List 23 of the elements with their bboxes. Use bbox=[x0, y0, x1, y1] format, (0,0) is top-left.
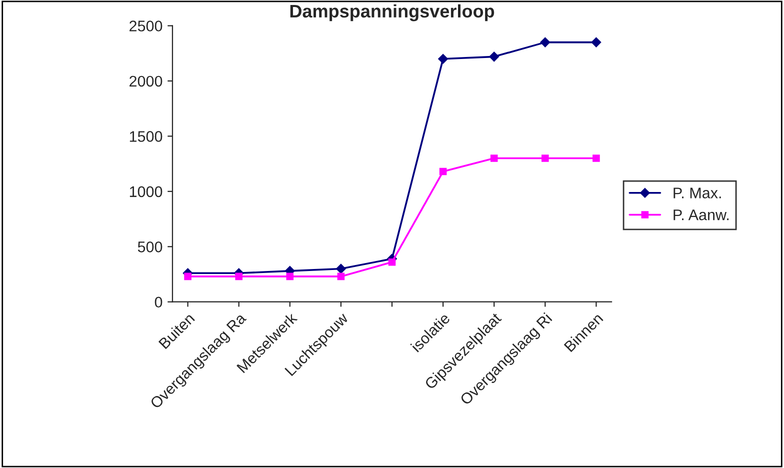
point bbox=[235, 272, 242, 280]
legend-label: P. Aanw. bbox=[674, 210, 729, 220]
point bbox=[540, 37, 550, 48]
point bbox=[336, 264, 346, 274]
y-tick-label: 1000 bbox=[130, 186, 162, 198]
point bbox=[592, 154, 600, 162]
point bbox=[490, 154, 498, 162]
y-tick-label: 2500 bbox=[130, 20, 162, 32]
y-tick-label: 500 bbox=[138, 242, 162, 252]
point bbox=[489, 52, 500, 62]
point bbox=[591, 37, 602, 48]
y-tick-label: 2000 bbox=[130, 76, 162, 87]
point bbox=[438, 54, 448, 64]
point bbox=[542, 154, 549, 162]
point bbox=[337, 272, 345, 280]
point bbox=[439, 168, 447, 176]
legend-label: P. Max. bbox=[674, 188, 721, 198]
chart-title: Dampspanningsverloop bbox=[290, 4, 494, 22]
y-tick-label: 0 bbox=[154, 296, 162, 308]
y-tick-label: 1500 bbox=[130, 131, 162, 142]
point bbox=[184, 272, 192, 280]
point bbox=[388, 258, 396, 266]
point bbox=[286, 272, 294, 280]
